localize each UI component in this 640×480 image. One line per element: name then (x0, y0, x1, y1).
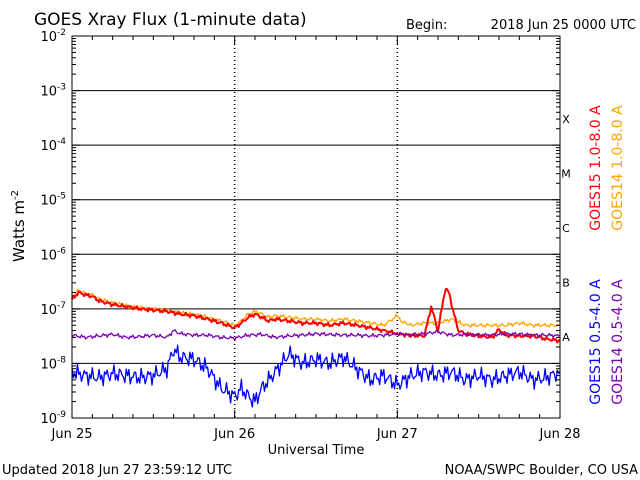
x-axis-ticks: Jun 25 Jun 26 Jun 27 Jun 28 (51, 36, 581, 442)
flare-class-c: C (562, 222, 570, 235)
x-tick-label: Jun 27 (376, 427, 418, 442)
x-tick-label: Jun 28 (539, 427, 581, 442)
chart-title: GOES Xray Flux (1-minute data) (34, 10, 307, 30)
legend-item: GOES14 0.5-4.0 A (610, 279, 626, 405)
legend-label: GOES14 0.5-4.0 A (610, 279, 626, 405)
series-line-goes14-1-0-8-0-a (71, 288, 561, 328)
series-group (71, 287, 561, 408)
series-line-goes15-1-0-8-0-a (71, 287, 561, 344)
legend-item: GOES14 1.0-8.0 A (610, 105, 626, 231)
y-axis-label: Watts m (10, 200, 28, 262)
flare-class-m: M (561, 167, 571, 180)
y-tick-label: 10-9 (40, 410, 66, 427)
legend-label: GOES15 0.5-4.0 A (588, 279, 604, 405)
x-tick-label: Jun 26 (213, 427, 255, 442)
footer-credit: NOAA/SWPC Boulder, CO USA (445, 463, 638, 478)
flare-class-b: B (562, 277, 570, 290)
begin-value: 2018 Jun 25 0000 UTC (491, 18, 636, 33)
svg-text:Watts m-2: Watts m-2 (10, 190, 28, 262)
series-line-goes14-0-5-4-0-a (71, 329, 561, 342)
y-tick-label: 10-2 (40, 28, 66, 45)
y-axis-label-exponent: -2 (10, 190, 21, 200)
flare-class-x: X (562, 113, 570, 126)
y-tick-label: 10-7 (40, 301, 66, 318)
footer-updated: Updated 2018 Jun 27 23:59:12 UTC (2, 463, 232, 478)
y-tick-label: 10-5 (40, 192, 66, 209)
legend-label: GOES14 1.0-8.0 A (610, 105, 626, 231)
begin-label: Begin: (406, 18, 447, 33)
legend-item: GOES15 1.0-8.0 A (588, 105, 604, 231)
legend-item: GOES15 0.5-4.0 A (588, 279, 604, 405)
legend-label: GOES15 1.0-8.0 A (588, 105, 604, 231)
series-line-goes15-0-5-4-0-a (71, 344, 561, 408)
y-tick-label: 10-6 (40, 246, 66, 263)
flare-class-labels: X M C B A (561, 113, 571, 344)
x-tick-label: Jun 25 (51, 427, 93, 442)
y-axis-ticks: 10-2 10-3 10-4 10-5 10-6 10-7 10-8 10-9 (40, 28, 560, 427)
legend: GOES15 1.0-8.0 A GOES14 1.0-8.0 A GOES15 0… (588, 105, 626, 405)
y-axis-label-group: Watts m-2 (10, 190, 28, 262)
y-tick-label: 10-3 (40, 83, 66, 100)
y-tick-label: 10-4 (40, 137, 66, 154)
y-tick-label: 10-8 (40, 355, 66, 372)
flare-class-a: A (562, 331, 570, 344)
x-axis-label: Universal Time (268, 443, 365, 458)
